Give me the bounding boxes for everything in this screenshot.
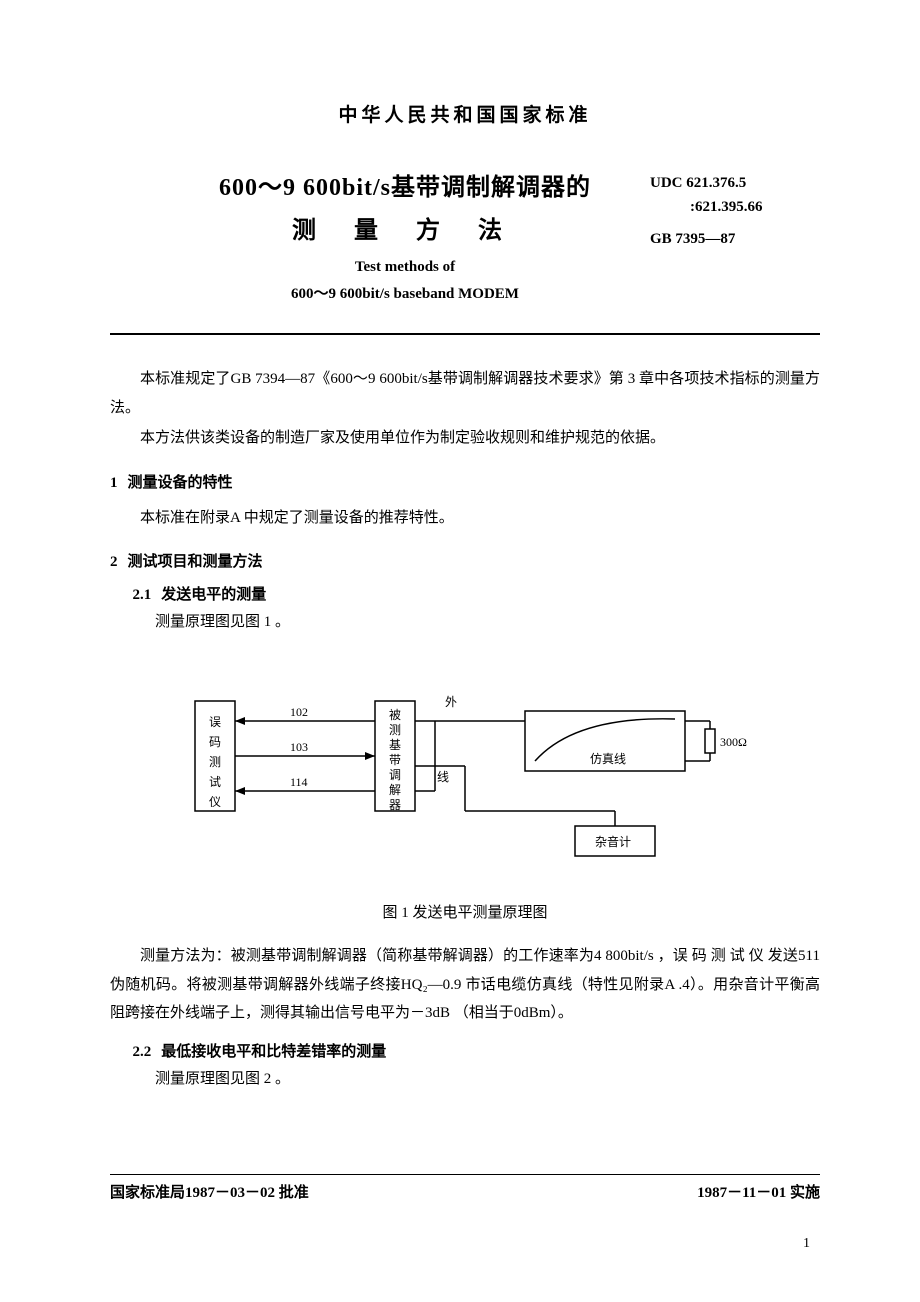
svg-text:误: 误 <box>209 715 221 729</box>
section-2-heading: 2 测试项目和测量方法 <box>110 550 820 571</box>
section-2-1-title: 发送电平的测量 <box>161 587 266 603</box>
svg-text:线: 线 <box>437 770 449 784</box>
section-1-body: 本标准在附录A 中规定了测量设备的推荐特性。 <box>110 504 820 533</box>
title-en-line2: 600～9 600bit/s baseband MODEM <box>160 282 650 303</box>
title-zh-line2: 测 量 方 法 <box>160 210 650 245</box>
svg-text:被: 被 <box>389 708 401 722</box>
udc-code-2: :621.395.66 <box>650 195 820 219</box>
section-2-title: 测试项目和测量方法 <box>128 554 263 570</box>
page-number: 1 <box>803 1236 810 1252</box>
svg-text:测: 测 <box>389 723 401 737</box>
svg-text:调: 调 <box>389 768 401 782</box>
svg-text:外: 外 <box>445 695 457 709</box>
intro-paragraph-1: 本标准规定了GB 7394—87《600～9 600bit/s基带调制解调器技术… <box>110 365 820 422</box>
svg-text:测: 测 <box>209 755 221 769</box>
section-2-2-line: 测量原理图见图 2 。 <box>110 1067 820 1088</box>
udc-code-1: UDC 621.376.5 <box>650 171 820 195</box>
svg-text:器: 器 <box>389 798 401 812</box>
section-2-1-number: 2.1 <box>133 587 152 603</box>
svg-text:102: 102 <box>290 705 308 719</box>
diagram-svg: 误 码 测 试 仪 被 测 基 带 调 解 器 102 103 114 外 线 <box>175 671 755 871</box>
svg-text:103: 103 <box>290 740 308 754</box>
standard-codes: UDC 621.376.5 :621.395.66 GB 7395—87 <box>650 167 820 251</box>
title-block: 600～9 600bit/s基带调制解调器的 测 量 方 法 Test meth… <box>110 167 650 303</box>
svg-text:杂音计: 杂音计 <box>595 834 631 849</box>
footer-approval: 国家标准局1987－03－02 批准 <box>110 1181 309 1202</box>
title-zh-line1: 600～9 600bit/s基带调制解调器的 <box>160 167 650 202</box>
section-2-1-method: 测量方法为：被测基带调制解调器（简称基带解调器）的工作速率为4 800bit/s… <box>110 942 820 1028</box>
figure-1-diagram: 误 码 测 试 仪 被 测 基 带 调 解 器 102 103 114 外 线 <box>110 671 820 871</box>
figure-1-caption: 图 1 发送电平测量原理图 <box>110 901 820 922</box>
section-2-number: 2 <box>110 554 118 570</box>
section-1-heading: 1 测量设备的特性 <box>110 471 820 492</box>
svg-text:仿真线: 仿真线 <box>590 752 626 766</box>
title-en-line1: Test methods of <box>160 259 650 276</box>
section-2-2-title: 最低接收电平和比特差错率的测量 <box>161 1044 386 1060</box>
svg-text:解: 解 <box>389 783 401 797</box>
footer-effective: 1987－11－01 实施 <box>697 1181 820 1202</box>
footer: 国家标准局1987－03－02 批准 1987－11－01 实施 <box>110 1174 820 1202</box>
header-row: 600～9 600bit/s基带调制解调器的 测 量 方 法 Test meth… <box>110 167 820 303</box>
svg-text:试: 试 <box>209 774 221 789</box>
intro-paragraph-2: 本方法供该类设备的制造厂家及使用单位作为制定验收规则和维护规范的依据。 <box>110 424 820 453</box>
svg-text:300Ω: 300Ω <box>720 735 747 749</box>
section-1-number: 1 <box>110 475 118 491</box>
section-2-2-number: 2.2 <box>133 1044 152 1060</box>
svg-text:基: 基 <box>389 738 401 752</box>
svg-text:码: 码 <box>209 735 221 749</box>
header-divider <box>110 333 820 335</box>
section-1-title: 测量设备的特性 <box>128 475 233 491</box>
section-2-1-heading: 2.1 发送电平的测量 <box>110 583 820 604</box>
section-2-2-heading: 2.2 最低接收电平和比特差错率的测量 <box>110 1040 820 1061</box>
document-super-title: 中华人民共和国国家标准 <box>110 100 820 127</box>
svg-text:仪: 仪 <box>209 795 221 809</box>
svg-text:带: 带 <box>389 753 401 767</box>
section-2-1-line: 测量原理图见图 1 。 <box>110 610 820 631</box>
gb-code: GB 7395—87 <box>650 227 820 251</box>
svg-text:114: 114 <box>290 775 308 789</box>
